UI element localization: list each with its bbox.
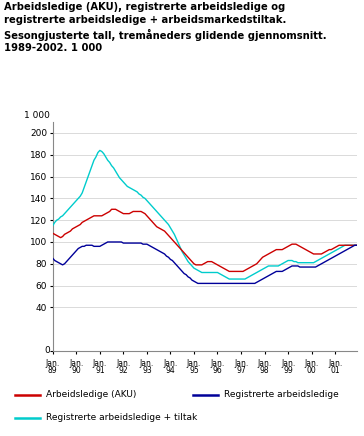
Text: 94: 94 (166, 366, 175, 375)
Text: Jan.: Jan. (93, 359, 107, 368)
Text: Arbeidsledige (AKU): Arbeidsledige (AKU) (46, 390, 136, 399)
Text: Jan.: Jan. (281, 359, 295, 368)
Text: 90: 90 (71, 366, 81, 375)
Text: 97: 97 (236, 366, 246, 375)
Text: 98: 98 (260, 366, 269, 375)
Text: Jan.: Jan. (210, 359, 225, 368)
Text: Arbeidsledige (AKU), registrerte arbeidsledige og
registrerte arbeidsledige + ar: Arbeidsledige (AKU), registrerte arbeids… (4, 2, 326, 53)
Text: 96: 96 (213, 366, 222, 375)
Text: Jan.: Jan. (257, 359, 272, 368)
Text: 89: 89 (48, 366, 58, 375)
Text: 00: 00 (307, 366, 316, 375)
Text: 92: 92 (119, 366, 128, 375)
Text: Jan.: Jan. (328, 359, 342, 368)
Text: Jan.: Jan. (187, 359, 201, 368)
Text: Registrerte arbeidsledige: Registrerte arbeidsledige (224, 390, 339, 399)
Text: 95: 95 (189, 366, 199, 375)
Text: 91: 91 (95, 366, 105, 375)
Text: 01: 01 (331, 366, 340, 375)
Text: 0: 0 (44, 347, 50, 355)
Text: Jan.: Jan. (234, 359, 248, 368)
Text: 1 000: 1 000 (24, 111, 50, 120)
Text: Registrerte arbeidsledige + tiltak: Registrerte arbeidsledige + tiltak (46, 413, 197, 422)
Text: Jan.: Jan. (305, 359, 319, 368)
Text: Jan.: Jan. (69, 359, 83, 368)
Text: 93: 93 (142, 366, 152, 375)
Text: Jan.: Jan. (163, 359, 178, 368)
Text: 99: 99 (283, 366, 293, 375)
Text: Jan.: Jan. (46, 359, 60, 368)
Text: Jan.: Jan. (140, 359, 154, 368)
Text: Jan.: Jan. (116, 359, 131, 368)
